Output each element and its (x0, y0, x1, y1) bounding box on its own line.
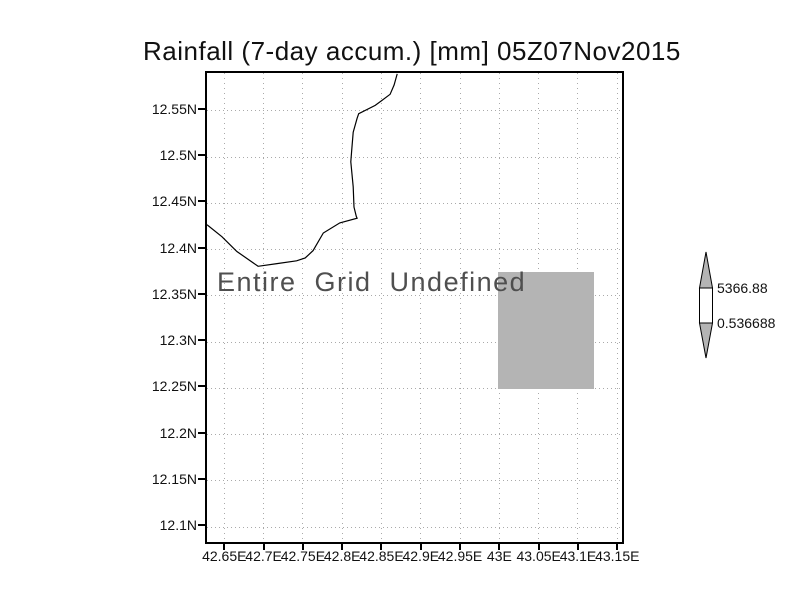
plot-area: Entire Grid Undefined (205, 71, 624, 544)
x-tick-mark (576, 542, 579, 550)
x-tick-label: 42.65E (202, 548, 247, 564)
gridline-horizontal (207, 341, 622, 343)
gridline-horizontal (207, 434, 622, 436)
x-tick-mark (459, 542, 462, 550)
gridline-horizontal (207, 387, 622, 389)
y-tick-mark (198, 339, 205, 342)
y-tick-label: 12.4N (159, 239, 197, 256)
gridline-horizontal (207, 110, 622, 112)
y-tick-mark (198, 246, 205, 249)
undefined-region (497, 271, 594, 390)
x-tick-label: 42.7E (245, 548, 282, 564)
gridline-horizontal (207, 202, 622, 204)
gridline-vertical (223, 73, 225, 542)
gridline-horizontal (207, 526, 622, 528)
plot-inner: Entire Grid Undefined (207, 73, 622, 542)
y-tick-label: 12.15N (151, 470, 197, 487)
x-tick-label: 43E (486, 548, 512, 564)
y-tick-mark (198, 154, 205, 157)
colorbar-max-label: 5366.88 (717, 280, 768, 296)
x-tick-mark (341, 542, 344, 550)
chart-title: Rainfall (7-day accum.) [mm] 05Z07Nov201… (143, 36, 681, 66)
x-tick-label: 42.75E (280, 548, 326, 564)
gridline-vertical (302, 73, 304, 542)
y-tick-mark (198, 107, 205, 110)
gridline-vertical (263, 73, 265, 542)
x-tick-label: 43.15E (595, 548, 640, 564)
gridline-vertical (420, 73, 422, 542)
y-tick-label: 12.3N (159, 332, 197, 349)
gridline-horizontal (207, 249, 622, 251)
colorbar-shape (698, 251, 714, 359)
y-tick-label: 12.35N (151, 285, 197, 302)
colorbar (697, 250, 715, 360)
x-tick-mark (419, 542, 422, 550)
colorbar-bottom-triangle (698, 322, 714, 359)
x-tick-mark (301, 542, 304, 550)
y-tick-mark (198, 524, 205, 527)
x-tick-mark (537, 542, 540, 550)
x-tick-label: 43.1E (559, 548, 597, 564)
x-tick-mark (380, 542, 383, 550)
x-tick-label: 42.9E (402, 548, 440, 564)
y-tick-label: 12.5N (159, 147, 197, 164)
coastline-path (207, 73, 398, 267)
y-tick-mark (198, 385, 205, 388)
y-tick-label: 12.2N (159, 424, 197, 441)
x-tick-label: 42.85E (359, 548, 404, 564)
x-tick-label: 43.05E (516, 548, 561, 564)
x-tick-mark (262, 542, 265, 550)
gridline-vertical (380, 73, 382, 542)
y-tick-mark (198, 431, 205, 434)
gridline-vertical (341, 73, 343, 542)
y-tick-label: 12.55N (151, 100, 197, 117)
gridline-vertical (616, 73, 618, 542)
colorbar-min-label: 0.536688 (717, 315, 776, 331)
y-tick-label: 12.1N (159, 517, 197, 534)
x-tick-label: 42.95E (437, 548, 483, 564)
gridline-horizontal (207, 295, 622, 297)
y-tick-label: 12.45N (151, 193, 197, 210)
x-tick-label: 42.8E (323, 548, 361, 564)
coastline (207, 73, 398, 267)
y-tick-label: 12.25N (151, 378, 197, 395)
y-tick-mark (198, 292, 205, 295)
gridline-vertical (459, 73, 461, 542)
colorbar-top-triangle (698, 251, 714, 289)
x-tick-mark (223, 542, 226, 550)
x-tick-mark (616, 542, 619, 550)
undefined-annotation: Entire Grid Undefined (217, 267, 527, 297)
gridline-horizontal (207, 480, 622, 482)
y-tick-mark (198, 200, 205, 203)
gridline-horizontal (207, 156, 622, 158)
colorbar-mid-rect (699, 287, 713, 324)
x-tick-mark (498, 542, 501, 550)
y-tick-mark (198, 477, 205, 480)
